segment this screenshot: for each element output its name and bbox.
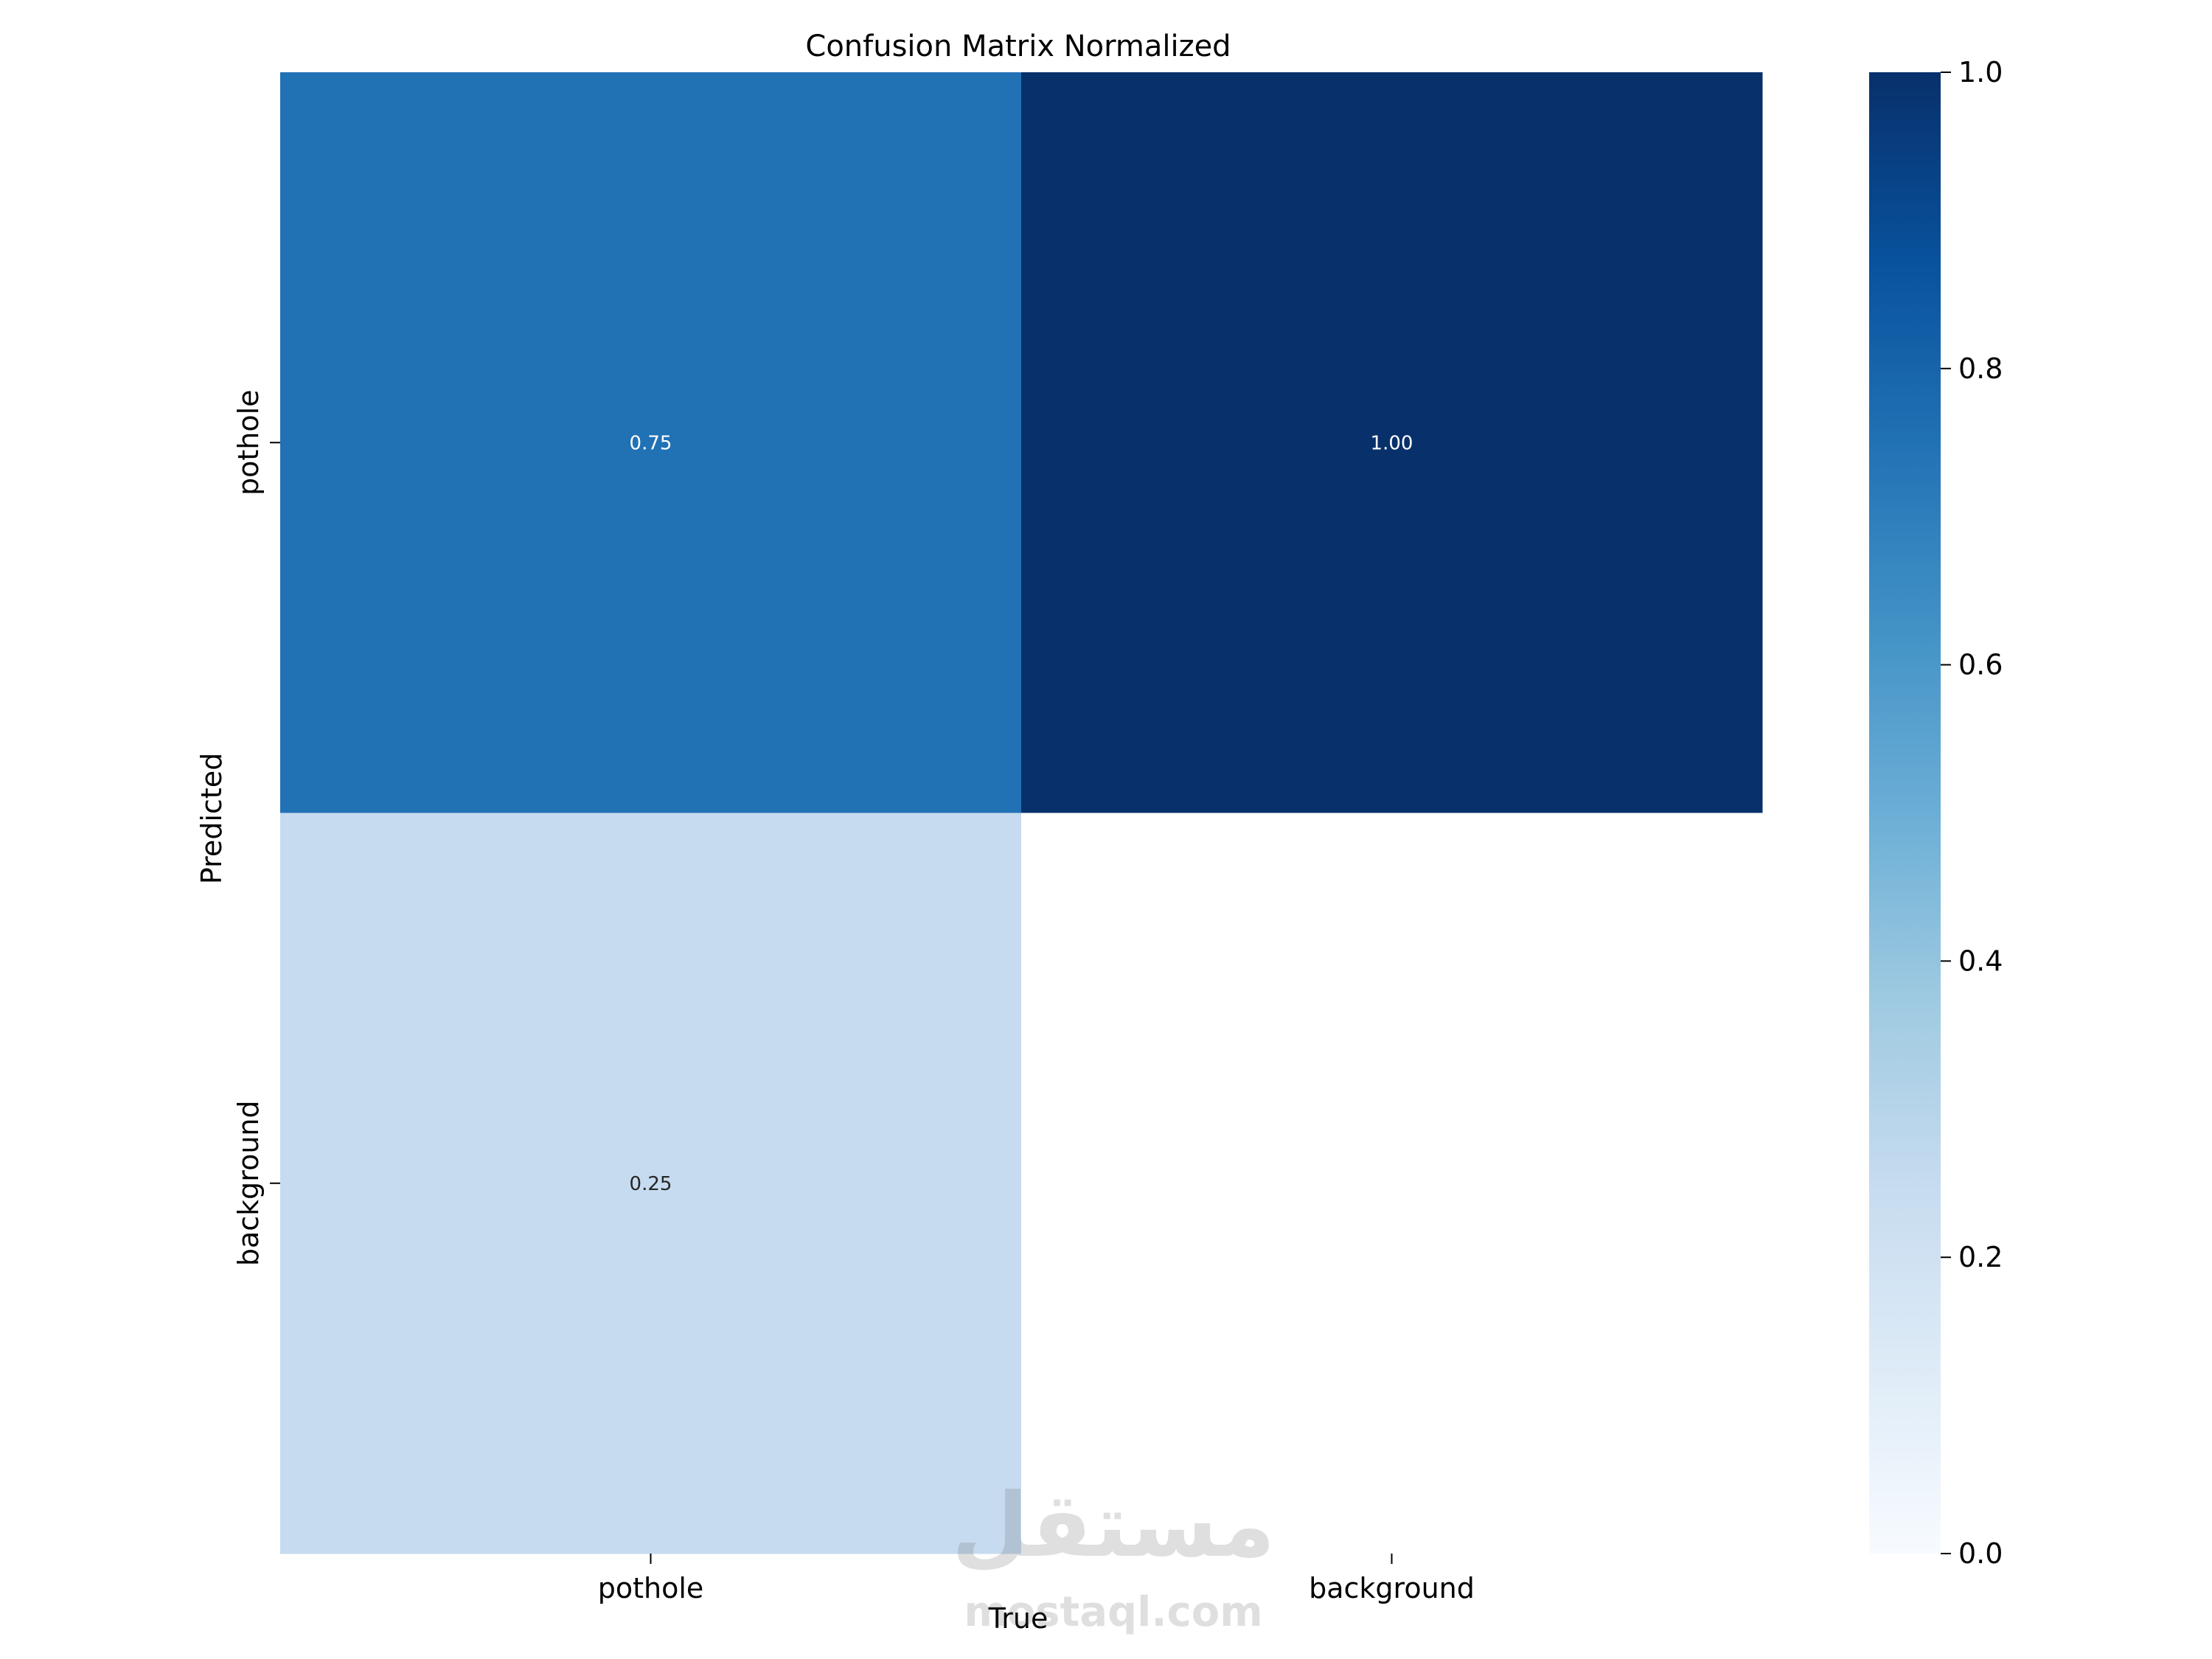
x-tick-label-1: background	[1309, 1572, 1475, 1604]
colorbar-tick-label-5: 1.0	[1958, 56, 2003, 88]
colorbar-tick-label-2: 0.4	[1958, 945, 2003, 977]
y-tick-label-1: background	[232, 1100, 265, 1266]
colorbar-tick-label-0: 0.0	[1958, 1537, 2003, 1570]
x-tick-label-0: pothole	[598, 1572, 704, 1604]
y-axis-label: Predicted	[195, 753, 228, 884]
heatmap-cell-label-1-0: 0.25	[630, 1173, 672, 1195]
heatmap-cells	[280, 72, 1763, 1554]
x-axis-ticks: pothole background	[598, 1554, 1475, 1604]
colorbar-tick-label-3: 0.6	[1958, 649, 2003, 681]
heatmap-cell-0-0	[280, 72, 1022, 813]
watermark-arabic: مستقل	[952, 1475, 1276, 1577]
y-tick-label-0: pothole	[232, 389, 265, 495]
heatmap-cell-0-1	[1021, 72, 1763, 813]
colorbar-tick-label-1: 0.2	[1958, 1241, 2003, 1273]
y-axis-ticks: pothole background	[232, 389, 280, 1266]
watermark-latin: mostaql.com	[964, 1588, 1262, 1636]
chart-title: Confusion Matrix Normalized	[805, 29, 1231, 63]
heatmap-cell-label-0-1: 1.00	[1371, 432, 1413, 454]
heatmap-cell-label-0-0: 0.75	[630, 432, 672, 454]
watermark-logo: مستقل mostaql.com	[952, 1475, 1276, 1636]
colorbar-tick-label-4: 0.8	[1958, 352, 2003, 385]
heatmap-cell-labels: 0.75 1.00 0.25	[630, 432, 1413, 1195]
heatmap-cell-1-1	[1021, 813, 1763, 1554]
x-axis-label: True	[988, 1602, 1048, 1635]
colorbar-ticks: 0.0 0.2 0.4 0.6 0.8 1.0	[1941, 56, 2003, 1570]
colorbar	[1869, 72, 1941, 1554]
heatmap-cell-1-0	[280, 813, 1022, 1554]
